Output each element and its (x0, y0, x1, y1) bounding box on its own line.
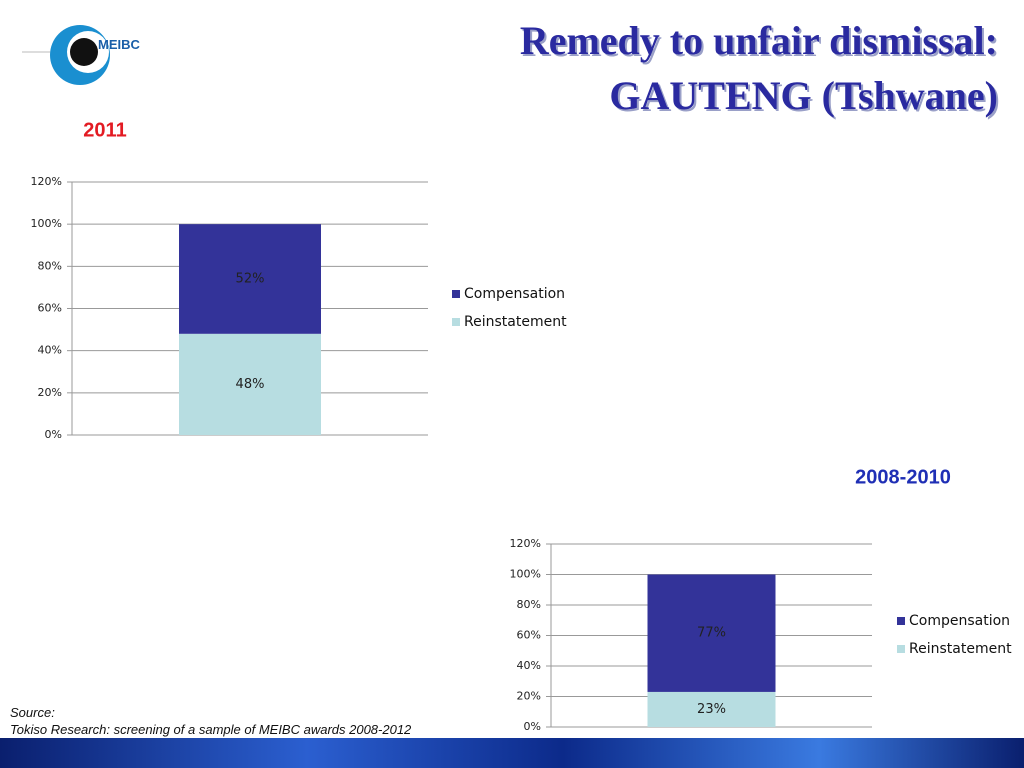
value-label: 23% (697, 702, 726, 717)
value-label: 52% (236, 271, 265, 286)
value-label: 48% (236, 377, 265, 392)
legend-label: Reinstatement (909, 641, 1012, 657)
legend-label: Compensation (909, 613, 1010, 629)
y-tick-label: 60% (517, 629, 541, 642)
bar-segment (647, 691, 776, 727)
bar-segment (179, 333, 321, 435)
y-tick-label: 20% (38, 386, 62, 399)
legend-swatch (897, 617, 905, 625)
y-tick-label: 120% (510, 537, 541, 550)
source-text: Tokiso Research: screening of a sample o… (10, 722, 412, 737)
y-tick-label: 60% (38, 302, 62, 315)
source-label: Source: (10, 705, 55, 720)
legend-label: Reinstatement (464, 314, 567, 330)
y-tick-label: 0% (45, 428, 62, 441)
logo: MEIBC (22, 25, 141, 85)
slide-title: GAUTENG (Tshwane) (609, 73, 998, 118)
y-tick-label: 40% (38, 344, 62, 357)
legend-swatch (897, 645, 905, 653)
bar-segment (179, 224, 321, 334)
bar-segment (647, 574, 776, 692)
chart-title: 2011 (83, 119, 126, 141)
y-tick-label: 40% (517, 659, 541, 672)
logo-text: MEIBC (98, 37, 141, 52)
y-tick-label: 0% (524, 720, 541, 733)
title-shadow: Remedy to unfair dismissal: (522, 20, 1000, 65)
y-tick-label: 120% (31, 175, 62, 188)
y-tick-label: 20% (517, 690, 541, 703)
legend-swatch (452, 318, 460, 326)
title-shadow: GAUTENG (Tshwane) (611, 75, 1000, 120)
chart-title: 2008-2010 (855, 466, 951, 488)
slide-title: Remedy to unfair dismissal: (520, 18, 998, 63)
y-tick-label: 100% (31, 217, 62, 230)
y-tick-label: 80% (517, 598, 541, 611)
legend-swatch (452, 290, 460, 298)
legend-label: Compensation (464, 286, 565, 302)
y-tick-label: 100% (510, 568, 541, 581)
footer-band (0, 738, 1024, 768)
y-tick-label: 80% (38, 259, 62, 272)
value-label: 77% (697, 626, 726, 641)
